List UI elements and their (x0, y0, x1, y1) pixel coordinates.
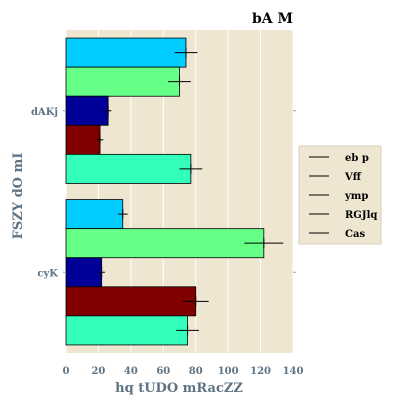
x-tick-label: 100 (218, 366, 239, 377)
error-bars (96, 47, 284, 336)
x-tick-label: 40 (124, 366, 138, 377)
bar (65, 66, 180, 97)
legend-label: ymp (344, 191, 368, 202)
y-tick-label: cyK (37, 268, 58, 279)
bar (65, 199, 124, 230)
legend-label: eb p (345, 153, 369, 164)
x-tick-label: 60 (156, 366, 170, 377)
y-axis-label: FSZY dO mI (11, 153, 26, 240)
legend-label: Cas (345, 229, 365, 240)
bars (65, 37, 265, 346)
x-tick-label: 120 (250, 366, 271, 377)
bar (65, 124, 101, 155)
bar (65, 153, 192, 184)
bar (65, 257, 103, 288)
bar (65, 95, 109, 126)
y-tick-label: dAKj (31, 107, 58, 118)
x-tick-label: 0 (63, 366, 70, 377)
legend: eb p Vff ymp RGJlq Cas (298, 145, 382, 245)
y-ticks: cyK dAKj (31, 107, 296, 279)
x-tick-label: 20 (91, 366, 105, 377)
x-axis-label: hq tUDO mRacZZ (115, 381, 243, 396)
bar (65, 315, 189, 346)
x-tick-label: 140 (283, 366, 304, 377)
legend-label: RGJlq (345, 210, 377, 221)
legend-label: Vff (344, 172, 362, 183)
chart-title: bA M (252, 11, 293, 27)
x-tick-label: 80 (189, 366, 203, 377)
x-ticks: 0 20 40 60 80 100 120 140 (63, 366, 304, 377)
bar (65, 286, 197, 317)
bar (65, 228, 265, 259)
bar (65, 37, 187, 68)
